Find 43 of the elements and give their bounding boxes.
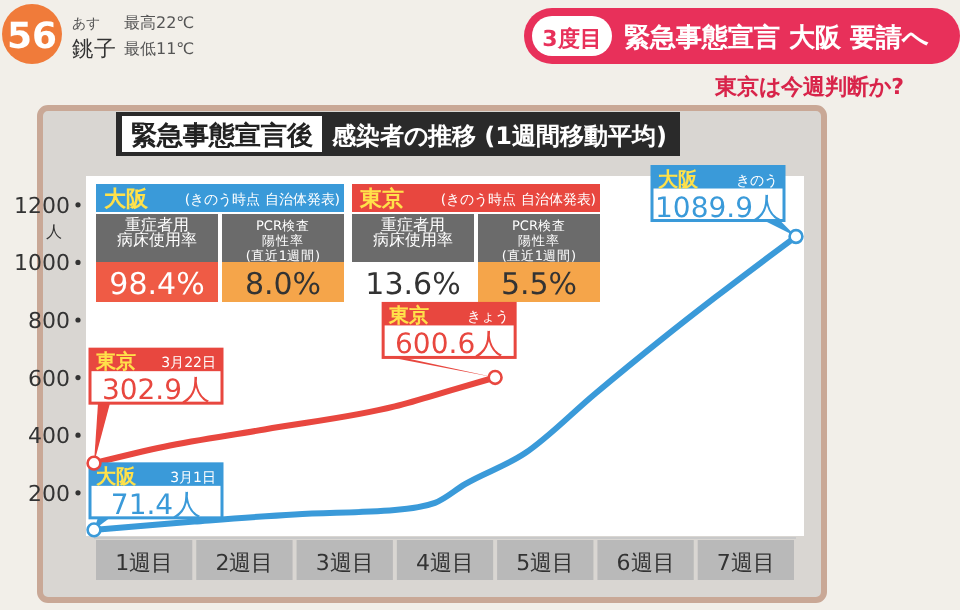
x-tick-label: 6週目 (616, 550, 675, 576)
annotation: 5.5% (500, 266, 578, 302)
annotation: 大阪 (104, 186, 150, 212)
series-label: 大阪 (94, 464, 138, 489)
text: 緊急事態宣言 大阪 要請へ (624, 22, 931, 54)
annotation: 東京 (358, 186, 404, 212)
point (86, 522, 102, 538)
chart-title: 緊急事態宣言後 (131, 120, 313, 152)
y-tick-label: 1000 (14, 250, 70, 277)
point (487, 369, 503, 386)
annotation: 600.6人 (395, 329, 504, 362)
text: 東京は今週判断か? (713, 74, 904, 100)
y-tick-label: 200 (28, 480, 70, 507)
annotation: 98.4% (109, 266, 205, 302)
annotation: 重症者用 (125, 216, 189, 234)
chart-subtitle: 感染者の推移 (1週間移動平均) (330, 122, 667, 150)
x-tick-label: 5週目 (516, 550, 575, 576)
x-tick-label: 2週目 (215, 550, 274, 576)
y-axis-title: 人 (46, 222, 62, 241)
annotation: 重症者用 (381, 216, 445, 234)
text: 3度目 (542, 26, 602, 52)
x-tick-label: 7週目 (716, 550, 775, 576)
text: 最低11℃ (124, 40, 195, 58)
x-tick-label: 1週目 (115, 550, 174, 576)
annotation: 13.6% (365, 266, 461, 302)
x-tick-label: 4週目 (416, 550, 474, 576)
x-tick-label: 3週目 (315, 550, 374, 576)
text: 東京 (387, 304, 430, 329)
annotation: 病床使用率 (117, 231, 197, 249)
text: 東京 (96, 352, 136, 375)
annotation: 病床使用率 (373, 231, 453, 249)
text: 銚子 (72, 36, 116, 62)
text: 56 (6, 16, 58, 58)
point (788, 228, 804, 245)
y-tick-label: 400 (28, 423, 70, 450)
text: 大阪 (658, 169, 698, 192)
y-tick-label: 800 (28, 308, 70, 334)
annotation: 71.4人 (110, 489, 202, 522)
y-tick-label: 1200 (14, 192, 70, 219)
annotation: 8.0% (244, 266, 322, 302)
y-tick-label: 600 (28, 365, 70, 392)
annotation: 302.9人 (101, 375, 211, 408)
text: 最高22℃ (124, 14, 195, 32)
